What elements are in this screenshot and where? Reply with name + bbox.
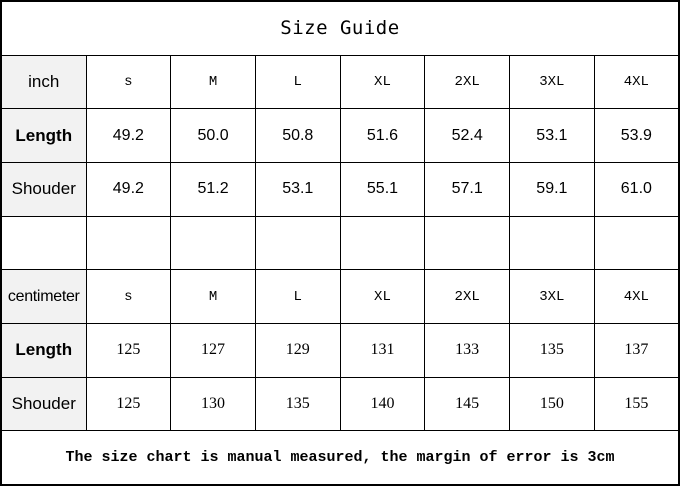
unit-label: centimeter (0, 269, 87, 324)
measurement-cell: 137 (593, 322, 680, 378)
size-header: s (85, 269, 172, 324)
measurement-cell: 51.2 (170, 161, 256, 217)
size-header: XL (339, 54, 426, 110)
measurement-cell: 125 (85, 322, 172, 378)
empty-cell (424, 215, 511, 271)
row-label: Shouder (0, 376, 87, 432)
measurement-cell: 145 (424, 376, 511, 432)
measurement-cell: 59.1 (509, 161, 595, 217)
row-label: Shouder (0, 161, 87, 217)
measurement-cell: 127 (170, 322, 256, 378)
measurement-cell: 53.9 (593, 108, 680, 163)
measurement-cell: 50.0 (170, 108, 256, 163)
size-header: XL (339, 269, 426, 324)
measurement-cell: 49.2 (85, 161, 172, 217)
size-header: s (85, 54, 172, 110)
measurement-cell: 140 (339, 376, 426, 432)
centimeter-header-row: centimeter s M L XL 2XL 3XL 4XL (0, 269, 680, 324)
size-header: 4XL (593, 54, 680, 110)
table-row: Length 125 127 129 131 133 135 137 (0, 322, 680, 378)
row-label: Length (0, 322, 87, 378)
measurement-cell: 131 (339, 322, 426, 378)
table-row: Shouder 49.2 51.2 53.1 55.1 57.1 59.1 61.0 (0, 161, 680, 217)
measurement-cell: 135 (254, 376, 341, 432)
size-header: M (170, 269, 256, 324)
inch-header-row: inch s M L XL 2XL 3XL 4XL (0, 54, 680, 110)
measurement-cell: 52.4 (424, 108, 511, 163)
measurement-cell: 61.0 (593, 161, 680, 217)
measurement-cell: 55.1 (339, 161, 426, 217)
size-header: L (254, 269, 341, 324)
empty-cell (85, 215, 172, 271)
measurement-cell: 155 (593, 376, 680, 432)
measurement-cell: 130 (170, 376, 256, 432)
measurement-cell: 125 (85, 376, 172, 432)
spacer-row (0, 215, 680, 271)
measurement-cell: 150 (509, 376, 595, 432)
empty-cell (0, 215, 87, 271)
measurement-cell: 49.2 (85, 108, 172, 163)
measurement-cell: 129 (254, 322, 341, 378)
measurement-cell: 53.1 (509, 108, 595, 163)
size-header: 4XL (593, 269, 680, 324)
measurement-cell: 51.6 (339, 108, 426, 163)
size-header: M (170, 54, 256, 110)
measurement-cell: 57.1 (424, 161, 511, 217)
size-header: 3XL (509, 269, 595, 324)
size-header: 3XL (509, 54, 595, 110)
measurement-cell: 133 (424, 322, 511, 378)
row-label: Length (0, 108, 87, 163)
unit-label: inch (0, 54, 87, 110)
empty-cell (509, 215, 595, 271)
measurement-cell: 50.8 (254, 108, 341, 163)
size-header: L (254, 54, 341, 110)
empty-cell (593, 215, 680, 271)
empty-cell (170, 215, 256, 271)
size-header: 2XL (424, 269, 511, 324)
empty-cell (339, 215, 426, 271)
table-title: Size Guide (0, 0, 680, 56)
footer-note: The size chart is manual measured, the m… (0, 430, 680, 486)
size-header: 2XL (424, 54, 511, 110)
measurement-cell: 135 (509, 322, 595, 378)
empty-cell (254, 215, 341, 271)
table-row: Shouder 125 130 135 140 145 150 155 (0, 376, 680, 432)
measurement-cell: 53.1 (254, 161, 341, 217)
table-row: Length 49.2 50.0 50.8 51.6 52.4 53.1 53.9 (0, 108, 680, 163)
